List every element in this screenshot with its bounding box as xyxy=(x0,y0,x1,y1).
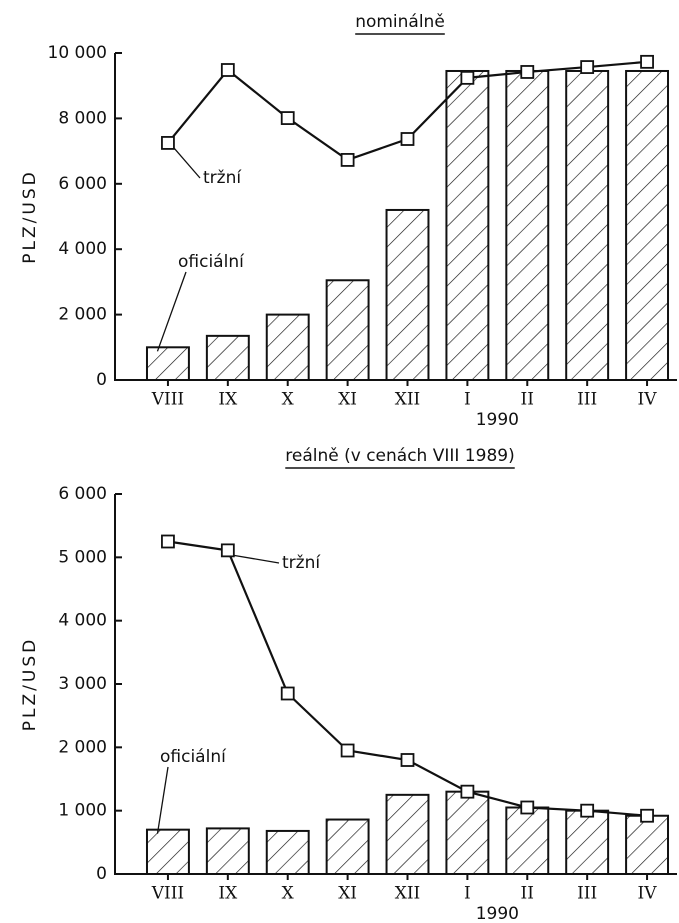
x-tick-label: XII xyxy=(395,390,421,410)
subchart: nominálně PLZ/USD 0 2 000 4 000 6 000 8 000 10 … xyxy=(20,12,677,430)
x-tick-label: IV xyxy=(638,884,658,904)
bar xyxy=(265,313,310,382)
point xyxy=(460,784,475,799)
bar xyxy=(145,828,190,876)
point xyxy=(520,65,535,79)
point xyxy=(220,543,235,558)
x-tick-label: II xyxy=(521,390,534,410)
y-tick-label: 3 000 xyxy=(58,674,107,694)
point xyxy=(280,686,295,701)
x-tick-label: XI xyxy=(338,884,357,904)
point xyxy=(161,136,175,150)
line xyxy=(167,540,648,817)
x-tick-label: III xyxy=(577,884,597,904)
point xyxy=(640,808,654,823)
bar xyxy=(505,806,550,875)
point xyxy=(340,153,355,167)
x-tick-label: IV xyxy=(638,390,658,410)
y-tick-label: 1 000 xyxy=(58,801,107,821)
y-tick-label: 2 000 xyxy=(58,737,107,757)
leader-line xyxy=(173,147,201,179)
bar xyxy=(445,790,490,876)
point xyxy=(460,70,475,85)
y-tick-label: 4 000 xyxy=(58,239,107,259)
y-tick-label: 5 000 xyxy=(58,547,107,567)
leader-line xyxy=(233,554,280,564)
y-tick-label: 6 000 xyxy=(58,174,107,194)
annotation: 1990 xyxy=(476,904,519,923)
y-axis-label: PLZ/USD xyxy=(20,637,40,731)
bar xyxy=(265,829,310,876)
x-tick-label: X xyxy=(282,390,295,410)
x-tick-label: II xyxy=(521,884,534,904)
x-tick-label: I xyxy=(464,884,471,904)
y-tick-label: 8 000 xyxy=(58,108,107,128)
annotation: 1990 xyxy=(476,410,519,430)
bar xyxy=(625,814,670,876)
point xyxy=(161,534,175,549)
point xyxy=(640,54,654,69)
bar xyxy=(325,279,370,382)
point xyxy=(340,743,355,758)
bar xyxy=(565,809,610,876)
y-tick-label: 0 xyxy=(96,864,107,884)
x-tick-label: III xyxy=(577,390,597,410)
x-tick-label: X xyxy=(282,884,295,904)
y-tick-label: 0 xyxy=(96,370,107,390)
point xyxy=(580,803,595,818)
series-label: tržní xyxy=(282,553,321,573)
series-label: tržní xyxy=(203,168,242,188)
x-tick-label: I xyxy=(464,390,471,410)
y-tick-label: 2 000 xyxy=(58,305,107,325)
y-tick-label: 10 000 xyxy=(48,43,107,63)
y-tick-label: 6 000 xyxy=(58,484,107,504)
point xyxy=(580,60,595,74)
chart-title: reálně (v cenách VIII 1989) xyxy=(285,446,514,466)
bar xyxy=(505,69,550,382)
point xyxy=(520,800,535,815)
x-tick-label: VIII xyxy=(151,390,184,410)
bar xyxy=(205,827,250,876)
y-axis-label: PLZ/USD xyxy=(20,169,40,263)
point xyxy=(400,753,415,767)
point xyxy=(220,63,235,77)
series-label: oficiální xyxy=(178,252,245,272)
bar xyxy=(385,793,430,875)
bar xyxy=(445,69,490,382)
bar xyxy=(145,346,190,381)
bar xyxy=(205,334,250,382)
bar xyxy=(625,69,670,382)
bar xyxy=(385,208,430,381)
x-tick-label: IX xyxy=(218,884,238,904)
leader-line xyxy=(156,766,169,834)
x-tick-label: IX xyxy=(218,390,238,410)
y-tick-label: 4 000 xyxy=(58,611,107,631)
subchart: reálně (v cenách VIII 1989) PLZ/USD 0 1 000… xyxy=(20,446,677,923)
x-tick-label: VIII xyxy=(151,884,184,904)
bar xyxy=(565,69,610,382)
leader-line xyxy=(156,271,187,352)
point xyxy=(280,111,295,125)
bar xyxy=(325,818,370,875)
point xyxy=(400,132,415,146)
series-label: oficiální xyxy=(160,747,227,767)
x-tick-label: XI xyxy=(338,390,357,410)
chart-title: nominálně xyxy=(355,12,445,32)
x-tick-label: XII xyxy=(395,884,421,904)
